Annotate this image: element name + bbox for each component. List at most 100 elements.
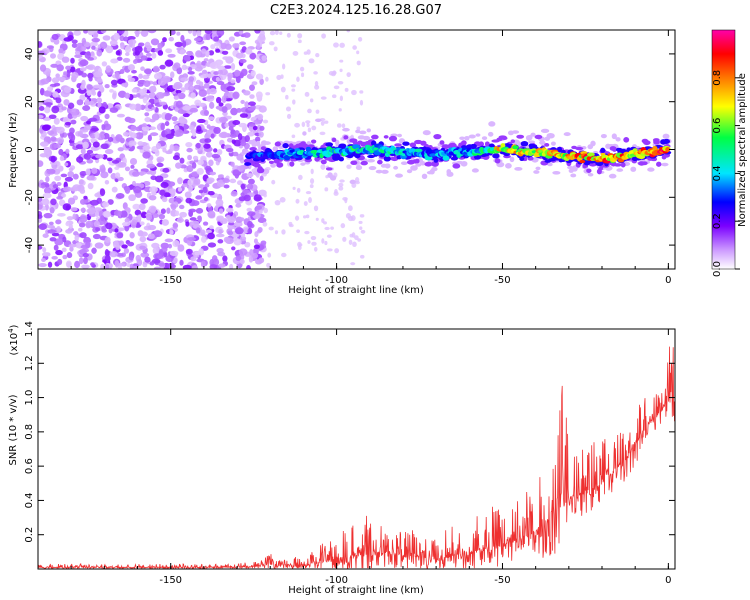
noise-blob: [168, 36, 175, 42]
noise-blob: [120, 210, 128, 218]
noise-blob: [119, 68, 125, 75]
noise-blob: [51, 232, 60, 237]
noise-blob: [39, 141, 49, 147]
noise-blob: [39, 64, 47, 72]
noise-blob: [164, 128, 172, 136]
noise-blob: [247, 107, 256, 111]
noise-blob: [164, 59, 174, 67]
noise-blob: [231, 139, 236, 145]
noise-blob: [106, 157, 113, 162]
noise-blob: [42, 192, 52, 199]
noise-blob: [56, 126, 65, 134]
noise-blob: [244, 241, 251, 248]
signal-blob: [615, 137, 621, 142]
noise-blob: [255, 136, 261, 142]
noise-blob: [91, 37, 101, 43]
noise-blob: [62, 40, 67, 45]
noise-blob: [253, 119, 263, 125]
signal-blob: [512, 145, 519, 150]
noise-blob: [82, 105, 91, 112]
noise-blob: [258, 209, 263, 215]
noise-blob: [134, 103, 142, 112]
noise-blob: [153, 72, 163, 80]
noise-blob: [79, 59, 89, 67]
noise-blob: [160, 122, 165, 131]
noise-blob: [124, 186, 131, 194]
noise-blob: [229, 133, 237, 138]
spectrogram-ylabel: Frequency (Hz): [8, 112, 19, 188]
noise-blob: [248, 101, 256, 106]
noise-blob: [297, 33, 303, 39]
signal-blob: [600, 133, 607, 139]
signal-blob: [397, 133, 403, 138]
noise-blob: [74, 54, 83, 59]
noise-blob: [38, 196, 43, 203]
noise-blob: [313, 205, 319, 212]
noise-blob: [120, 43, 125, 50]
signal-blob: [487, 131, 494, 137]
noise-blob: [285, 94, 289, 100]
noise-blob: [249, 52, 257, 60]
noise-blob: [230, 63, 236, 71]
noise-blob: [107, 167, 113, 174]
noise-blob: [176, 217, 185, 223]
noise-blob: [220, 131, 229, 139]
noise-blob: [310, 168, 314, 175]
signal-blob: [268, 160, 275, 164]
noise-blob: [79, 188, 86, 194]
noise-blob: [114, 228, 119, 233]
noise-blob: [323, 120, 329, 124]
noise-blob: [202, 186, 208, 194]
noise-blob: [239, 258, 245, 265]
noise-blob: [94, 192, 102, 198]
noise-blob: [58, 148, 64, 156]
signal-blob: [310, 139, 317, 144]
colorbar-tick-label: 0.0: [712, 261, 723, 277]
noise-blob: [207, 210, 216, 219]
noise-blob: [337, 81, 344, 85]
noise-blob: [104, 249, 109, 257]
noise-blob: [175, 129, 184, 137]
noise-blob: [209, 101, 215, 109]
noise-blob: [177, 244, 185, 252]
signal-blob: [641, 161, 648, 166]
noise-blob: [184, 191, 192, 199]
noise-blob: [78, 257, 84, 265]
noise-blob: [208, 116, 215, 121]
noise-blob: [38, 263, 47, 268]
noise-blob: [286, 32, 291, 38]
noise-blob: [257, 217, 267, 224]
signal-blob: [461, 140, 467, 146]
noise-blob: [140, 252, 150, 258]
noise-blob: [136, 93, 141, 98]
snr-multiplier-base: (x10: [9, 333, 20, 356]
noise-blob: [64, 162, 69, 167]
signal-blob: [563, 132, 571, 137]
noise-blob: [74, 234, 79, 242]
signal-blob: [516, 134, 525, 139]
noise-blob: [309, 178, 315, 184]
noise-blob: [161, 197, 168, 203]
noise-blob: [216, 148, 223, 155]
signal-blob: [395, 173, 403, 178]
noise-blob: [137, 141, 144, 146]
noise-blob: [297, 245, 302, 251]
noise-blob: [240, 141, 247, 147]
noise-blob: [321, 238, 325, 244]
signal-blob: [505, 162, 512, 169]
noise-blob: [280, 86, 286, 93]
noise-blob: [195, 195, 203, 200]
signal-blob: [433, 133, 442, 140]
noise-blob: [61, 247, 67, 253]
noise-blob: [305, 190, 312, 195]
noise-blob: [104, 179, 110, 185]
noise-blob: [226, 85, 236, 92]
noise-blob: [213, 36, 219, 42]
noise-blob: [254, 30, 261, 34]
noise-blob: [101, 124, 106, 131]
snr-multiplier: (x104): [7, 324, 20, 355]
noise-blob: [177, 109, 187, 114]
noise-blob: [291, 134, 296, 139]
noise-blob: [339, 95, 344, 102]
signal-blob: [253, 163, 261, 168]
